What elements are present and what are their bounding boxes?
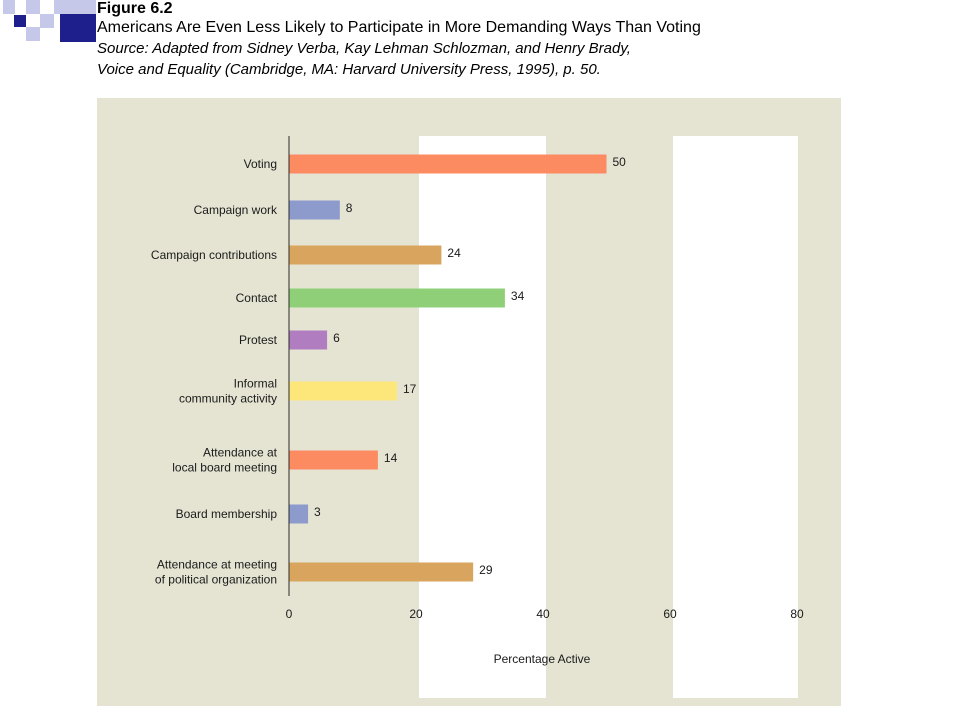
decor-square-light-1 <box>3 0 15 14</box>
x-axis-title: Percentage Active <box>494 652 591 666</box>
category-label-5-1: community activity <box>179 392 277 406</box>
bar-4 <box>289 330 328 350</box>
category-label-5-0: Informal <box>234 377 277 391</box>
value-label-2: 24 <box>447 246 461 260</box>
x-tick-label-3: 60 <box>663 607 677 621</box>
bar-7 <box>289 504 309 524</box>
decor-square-light-4 <box>54 0 68 14</box>
decor-square-light-2 <box>26 27 40 41</box>
category-label-1-0: Campaign work <box>194 203 278 217</box>
category-label-0-0: Voting <box>244 157 277 171</box>
figure-source-line-1: Source: Adapted from Sidney Verba, Kay L… <box>97 40 631 57</box>
category-label-6-0: Attendance at <box>203 446 278 460</box>
category-label-3-0: Contact <box>236 291 278 305</box>
white-band-1 <box>419 136 546 698</box>
decor-square-dark-1 <box>14 15 26 27</box>
value-label-5: 17 <box>403 382 417 396</box>
chart-panel: 50 Voting 8 Campaign work 24 Campaign contrib… <box>97 98 841 706</box>
bar-5 <box>289 381 397 401</box>
x-tick-label-1: 20 <box>409 607 423 621</box>
decor-square-light-3 <box>40 14 54 28</box>
category-label-6-1: local board meeting <box>172 461 277 475</box>
decor-square-dark-2 <box>60 14 96 42</box>
value-label-3: 34 <box>511 289 525 303</box>
value-label-4: 6 <box>333 331 340 345</box>
category-label-2-0: Campaign contributions <box>151 248 277 262</box>
bar-1 <box>289 200 340 220</box>
value-label-8: 29 <box>479 563 493 577</box>
figure-source-line-2: Voice and Equality (Cambridge, MA: Harva… <box>97 61 601 78</box>
x-tick-label-0: 0 <box>286 607 293 621</box>
x-tick-label-4: 80 <box>790 607 804 621</box>
value-label-6: 14 <box>384 451 398 465</box>
white-band-2 <box>673 136 798 698</box>
category-label-8-1: of political organization <box>155 573 277 587</box>
bar-8 <box>289 562 474 582</box>
bar-6 <box>289 450 378 470</box>
bar-2 <box>289 245 442 265</box>
category-label-4-0: Protest <box>239 333 278 347</box>
value-label-1: 8 <box>346 201 353 215</box>
bar-0 <box>289 154 607 174</box>
figure-header: Figure 6.2 Americans Are Even Less Likel… <box>97 0 897 80</box>
decor-square-light-6 <box>68 0 96 14</box>
value-label-0: 50 <box>613 155 627 169</box>
value-label-7: 3 <box>314 505 321 519</box>
category-label-8-0: Attendance at meeting <box>157 558 277 572</box>
category-label-7-0: Board membership <box>176 507 278 521</box>
bar-3 <box>289 288 505 308</box>
figure-title: Americans Are Even Less Likely to Partic… <box>97 19 701 36</box>
x-tick-label-2: 40 <box>536 607 550 621</box>
decor-square-light-5 <box>26 0 40 14</box>
bar-chart: 50 Voting 8 Campaign work 24 Campaign contrib… <box>151 136 804 698</box>
figure-label: Figure 6.2 <box>97 0 173 17</box>
